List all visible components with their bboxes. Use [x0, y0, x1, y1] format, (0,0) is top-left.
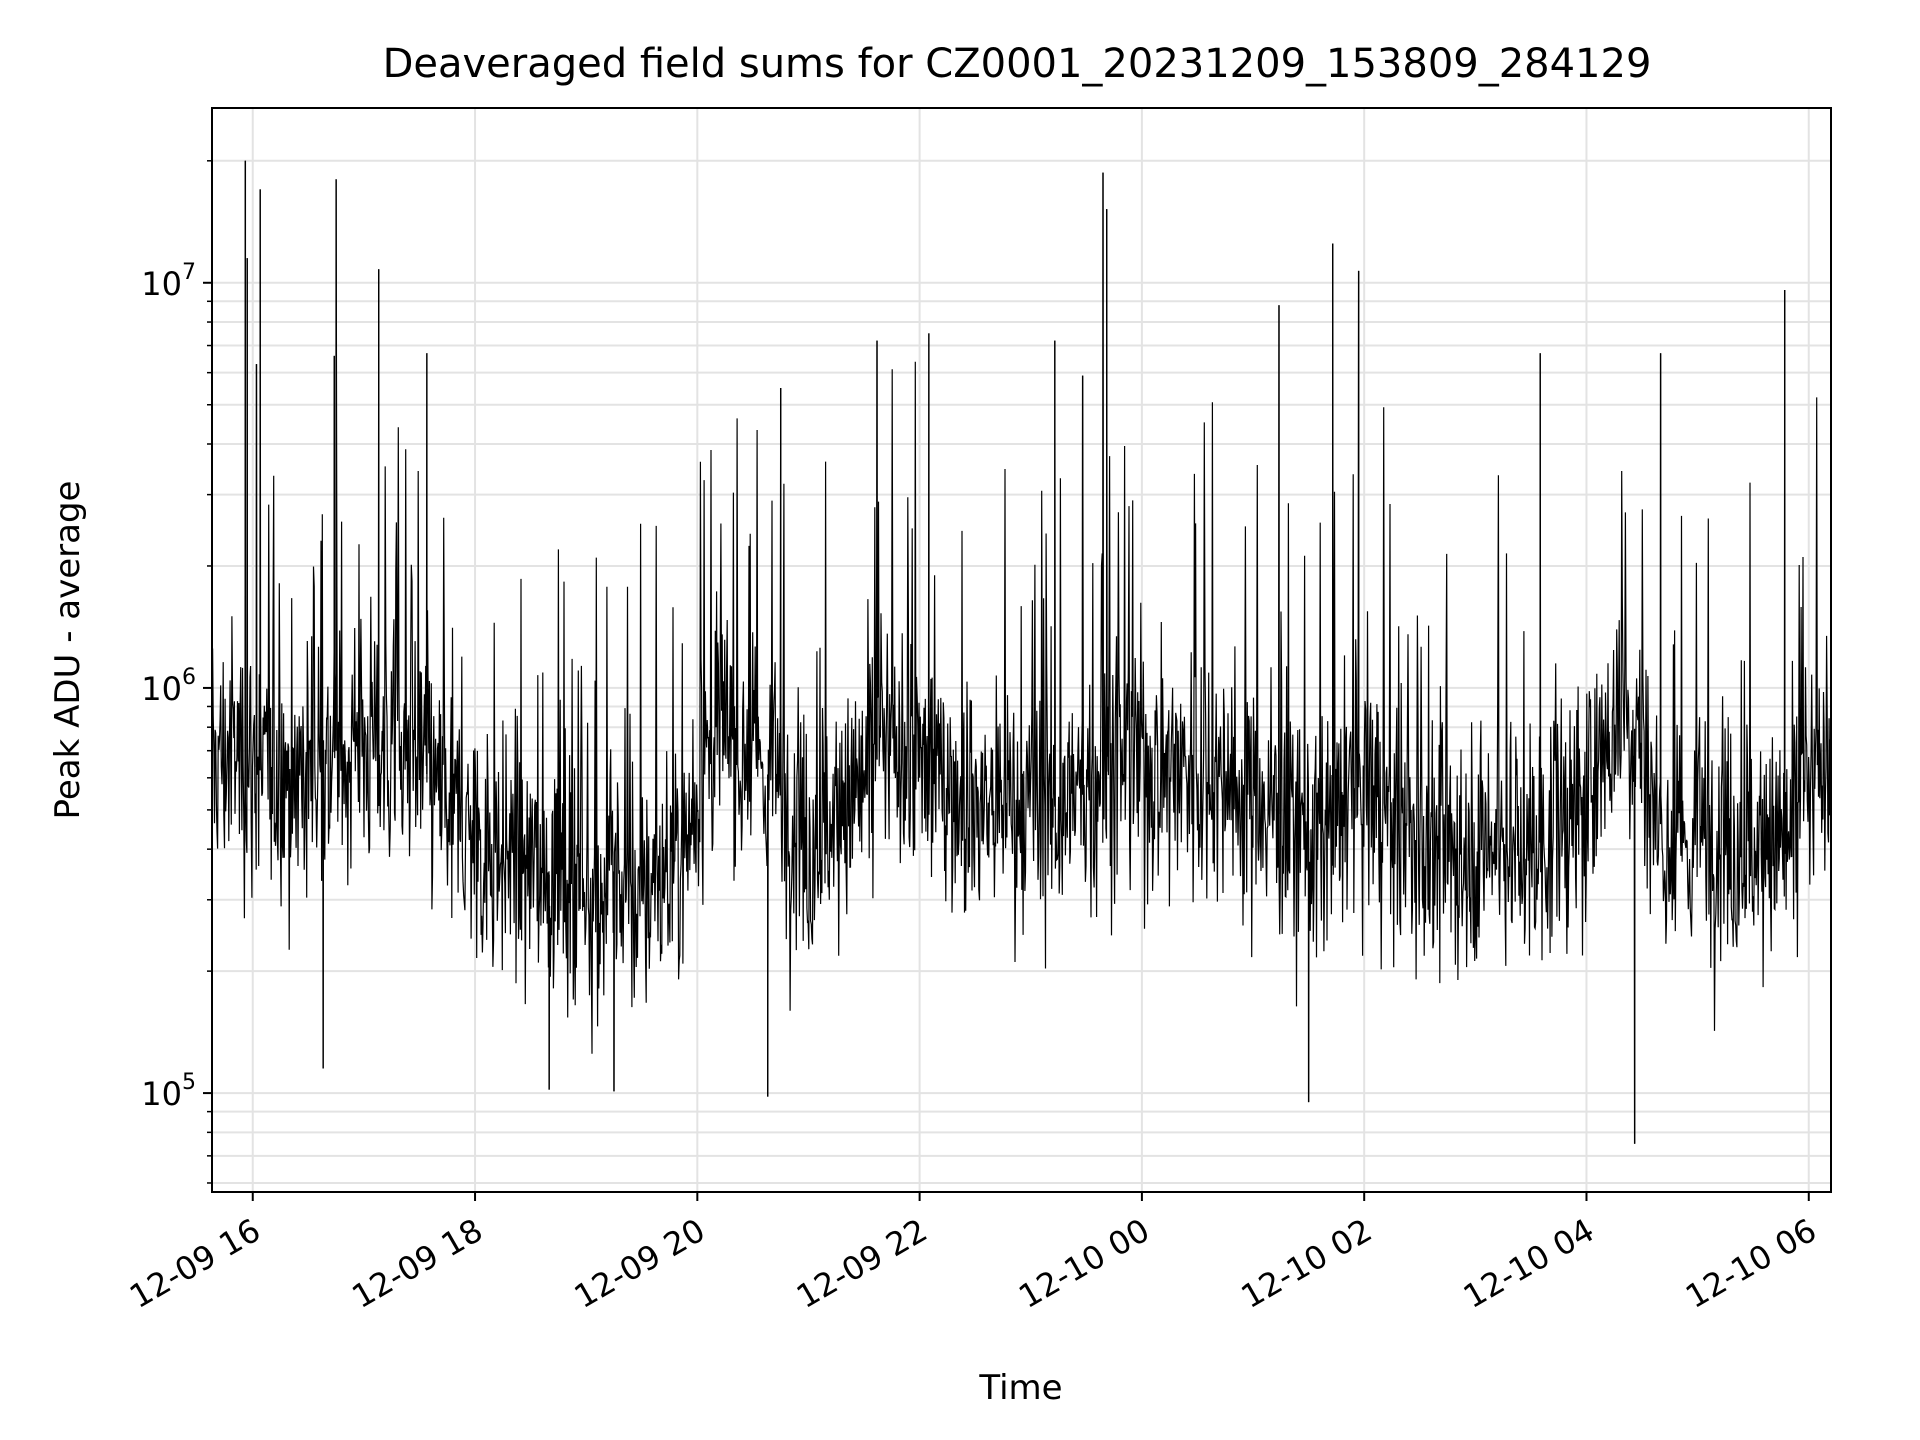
y-tick-exponent: 6: [182, 665, 196, 690]
series-layer: [211, 160, 1832, 1144]
y-tick-label: 107: [141, 260, 196, 303]
y-tick-label: 105: [141, 1070, 196, 1113]
y-tick-label: 106: [141, 665, 196, 708]
y-tick-exponent: 7: [182, 260, 196, 285]
y-tick-base: 10: [141, 1075, 182, 1113]
y-tick-base: 10: [141, 670, 182, 708]
x-axis-label: Time: [978, 1368, 1062, 1408]
y-axis-label: Peak ADU - average: [48, 481, 88, 820]
series-line: [211, 160, 1832, 1144]
chart-title: Deaveraged field sums for CZ0001_2023120…: [383, 41, 1652, 87]
y-tick-base: 10: [141, 265, 182, 303]
y-tick-exponent: 5: [182, 1070, 196, 1095]
